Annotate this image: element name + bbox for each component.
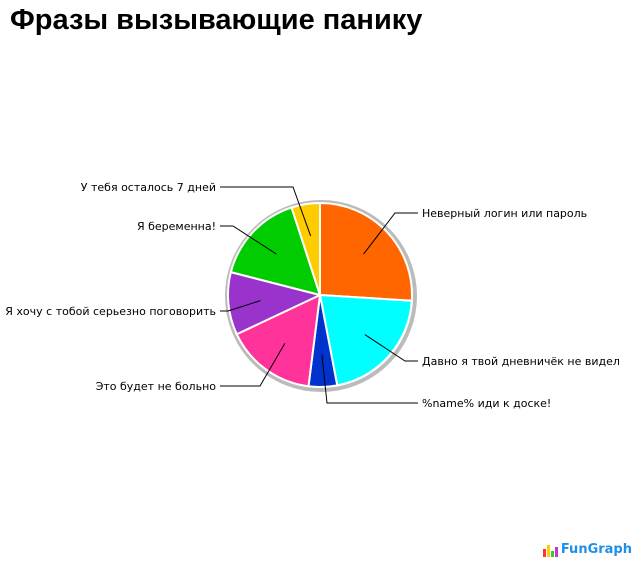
leader-line — [220, 300, 261, 312]
logo-bars-icon — [542, 542, 559, 557]
leader-line — [220, 225, 277, 255]
leader-line — [220, 343, 286, 387]
pie-slice — [319, 201, 413, 302]
pie-slice — [235, 293, 322, 388]
slice-label: Это будет не больно — [96, 380, 217, 393]
slice-label: Давно я твой дневничёк не видел — [422, 355, 620, 368]
pie-slice — [290, 201, 321, 296]
slice-label: Я хочу с тобой серьезно поговорить — [5, 305, 216, 318]
pie-slice — [318, 293, 413, 387]
slice-label: %name% иди к доске! — [422, 397, 551, 410]
fungraph-logo: FunGraph — [542, 542, 632, 557]
leader-line — [220, 186, 312, 237]
leader-line — [363, 212, 418, 255]
leader-line — [364, 334, 418, 362]
slice-label: Неверный логин или пароль — [422, 207, 587, 220]
logo-text: FunGraph — [560, 542, 632, 557]
leader-line — [321, 354, 418, 404]
slice-label: У тебя осталось 7 дней — [81, 181, 216, 194]
slice-label: Я беременна! — [137, 220, 216, 233]
chart-title: Фразы вызывающие панику — [10, 4, 423, 36]
